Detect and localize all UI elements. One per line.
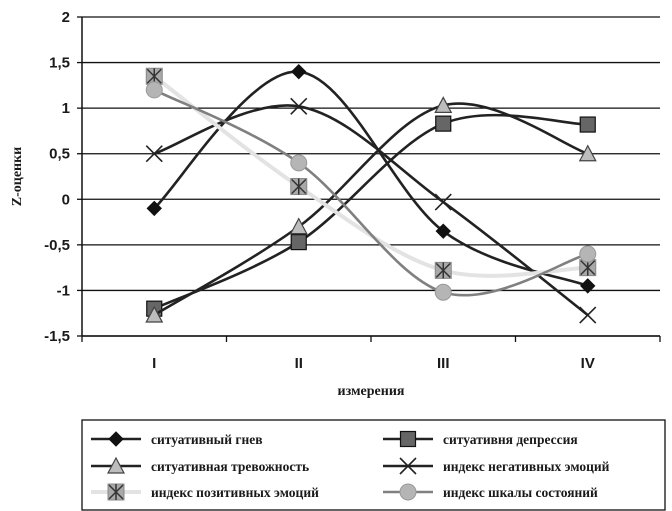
legend-label: индекс шкалы состояний <box>443 485 598 500</box>
axes <box>77 16 661 342</box>
legend: ситуативный гнев ситуативня депрессия ситу… <box>81 419 666 511</box>
y-tick-label: 1 <box>62 100 70 117</box>
legend-marker <box>107 483 125 501</box>
data-point <box>578 144 597 162</box>
legend-label: ситуативня депрессия <box>443 432 578 447</box>
series-4 <box>145 97 597 324</box>
y-axis-title: Z-оценки <box>10 147 25 206</box>
series-5 <box>145 67 597 279</box>
data-point <box>579 245 597 263</box>
data-point <box>289 217 308 235</box>
legend-marker <box>399 483 417 501</box>
series-line <box>153 102 589 317</box>
legend-label: индекс негативных эмоций <box>443 459 610 474</box>
legend-item: индекс позитивных эмоций <box>91 483 319 501</box>
data-point <box>145 145 163 163</box>
series-6 <box>145 81 597 301</box>
data-point <box>145 81 163 99</box>
data-point <box>435 115 452 132</box>
data-point <box>290 154 308 172</box>
y-tick-label: 2 <box>62 9 70 26</box>
legend-marker <box>399 430 417 448</box>
x-tick-label: III <box>437 355 450 372</box>
legend-item: ситуативный гнев <box>91 431 263 447</box>
series-line <box>153 88 589 297</box>
data-point <box>434 193 452 211</box>
legend-marker <box>107 456 125 474</box>
x-axis-title: измерения <box>338 384 405 399</box>
legend-label: ситуативный гнев <box>151 432 263 447</box>
data-point <box>579 116 596 133</box>
legend-label: индекс позитивных эмоций <box>151 485 319 500</box>
legend-item: ситуативная тревожность <box>91 456 309 474</box>
series-3 <box>145 96 597 323</box>
y-tick-label: 0 <box>62 191 70 208</box>
data-point <box>434 261 452 279</box>
data-point <box>145 67 163 85</box>
data-point <box>579 306 597 324</box>
data-point <box>291 63 307 80</box>
data-point <box>146 200 162 217</box>
gridlines <box>82 16 660 337</box>
series-line <box>153 113 588 310</box>
data-point <box>290 178 308 196</box>
y-tick-label: 0,5 <box>49 146 70 163</box>
series-group <box>145 63 597 324</box>
data-point <box>290 97 308 115</box>
series-2 <box>146 113 596 317</box>
x-tick-labels: I II III IV <box>152 355 595 372</box>
y-tick-labels: 2 1,5 1 0,5 0 -0,5 -1 -1,5 <box>44 9 70 345</box>
data-point <box>580 278 596 294</box>
legend-item: индекс шкалы состояний <box>383 483 598 501</box>
legend-item: ситуативня депрессия <box>383 430 578 448</box>
data-point <box>434 283 452 301</box>
series-1 <box>146 63 596 294</box>
data-point <box>435 223 451 239</box>
y-tick-label: 1,5 <box>49 55 70 72</box>
x-tick-label: I <box>152 355 156 372</box>
data-point <box>290 234 307 251</box>
legend-marker <box>108 431 124 447</box>
series-line <box>153 74 588 278</box>
series-line <box>153 70 589 288</box>
x-tick-label: II <box>295 355 303 372</box>
y-tick-label: -0,5 <box>44 237 70 254</box>
series-line <box>153 104 589 317</box>
data-point <box>434 96 453 114</box>
y-tick-label: -1,5 <box>44 328 70 345</box>
legend-marker <box>399 457 417 475</box>
y-tick-label: -1 <box>57 282 70 299</box>
legend-label: ситуативная тревожность <box>151 459 309 474</box>
x-tick-label: IV <box>581 355 595 372</box>
legend-item: индекс негативных эмоций <box>383 457 610 475</box>
data-point <box>145 305 164 323</box>
legend-box <box>81 419 666 511</box>
